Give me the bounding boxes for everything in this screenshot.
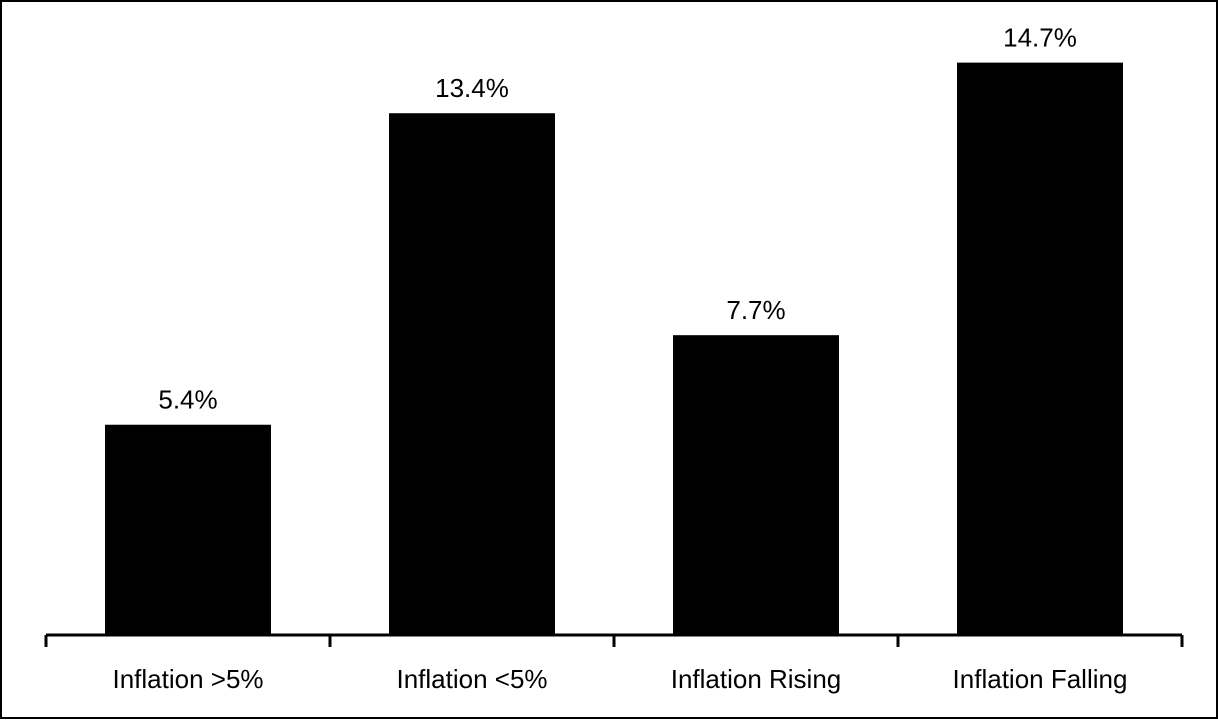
- category-label-2: Inflation Rising: [671, 664, 842, 694]
- bars-layer: [105, 62, 1123, 636]
- value-label-1: 13.4%: [435, 73, 509, 103]
- bar-3: [957, 62, 1123, 635]
- value-label-0: 5.4%: [158, 385, 217, 415]
- bar-2: [673, 335, 839, 635]
- category-label-3: Inflation Falling: [953, 664, 1128, 694]
- bar-0: [105, 424, 271, 635]
- x-axis-ticks: [44, 635, 1184, 647]
- value-label-2: 7.7%: [726, 295, 785, 325]
- bar-1: [389, 113, 555, 636]
- value-labels-layer: 5.4% 13.4% 7.7% 14.7%: [158, 23, 1077, 415]
- value-label-3: 14.7%: [1003, 23, 1077, 53]
- category-label-0: Inflation >5%: [112, 664, 263, 694]
- category-label-1: Inflation <5%: [396, 664, 547, 694]
- category-labels-layer: Inflation >5% Inflation <5% Inflation Risi…: [112, 664, 1127, 694]
